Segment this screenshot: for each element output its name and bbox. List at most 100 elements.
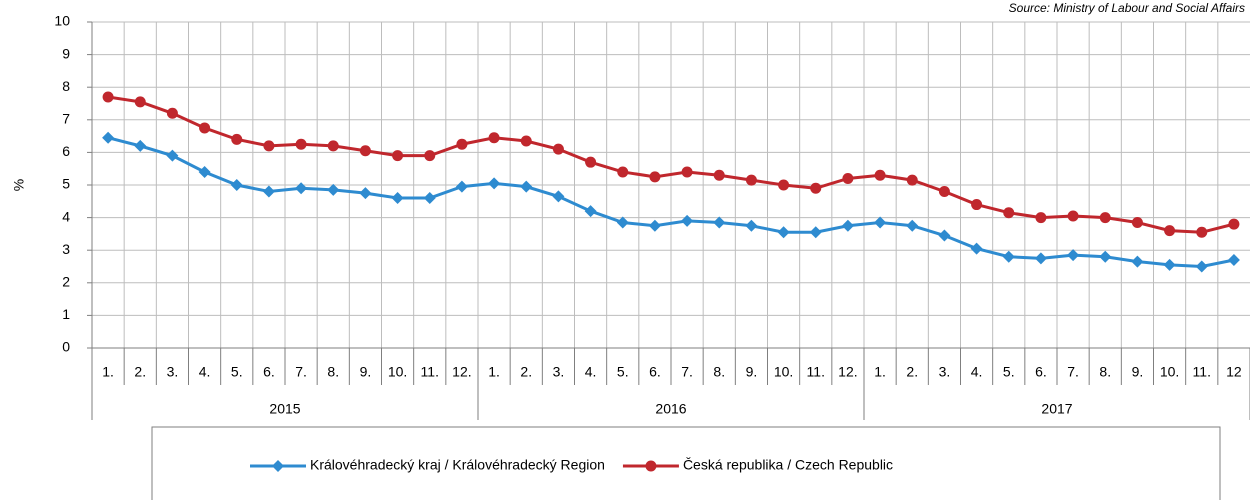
x-group-label: 2016: [655, 401, 686, 417]
marker: [166, 107, 178, 119]
x-tick-label: 2.: [906, 364, 918, 380]
x-tick-label: 8.: [1099, 364, 1111, 380]
marker: [455, 180, 468, 193]
marker: [327, 183, 340, 196]
marker: [585, 156, 597, 168]
x-tick-label: 3.: [167, 364, 179, 380]
x-tick-label: 5.: [231, 364, 243, 380]
marker: [391, 192, 404, 205]
x-tick-label: 1.: [102, 364, 114, 380]
x-tick-label: 5.: [1003, 364, 1015, 380]
y-tick-label: 8: [62, 78, 70, 94]
marker: [1228, 218, 1240, 230]
marker: [938, 186, 950, 198]
marker: [231, 133, 243, 145]
x-tick-label: 12.: [452, 364, 471, 380]
marker: [488, 177, 501, 190]
marker: [424, 150, 436, 162]
x-tick-label: 2.: [134, 364, 146, 380]
x-tick-label: 2.: [520, 364, 532, 380]
marker: [520, 135, 532, 147]
marker: [1196, 226, 1208, 238]
marker: [713, 169, 725, 181]
marker: [617, 166, 629, 178]
x-tick-label: 1.: [874, 364, 886, 380]
x-tick-label: 3.: [939, 364, 951, 380]
marker: [520, 180, 533, 193]
x-tick-label: 5.: [617, 364, 629, 380]
marker: [681, 166, 693, 178]
x-tick-label: 9.: [360, 364, 372, 380]
marker: [809, 226, 822, 239]
y-tick-label: 1: [62, 306, 70, 322]
x-tick-label: 4.: [971, 364, 983, 380]
marker: [584, 205, 597, 218]
marker: [938, 229, 951, 242]
marker: [645, 460, 657, 472]
marker: [1195, 260, 1208, 273]
marker: [970, 242, 983, 255]
marker: [648, 219, 661, 232]
marker: [359, 145, 371, 157]
marker: [327, 140, 339, 152]
source: Source: Ministry of Labour and Social Af…: [1009, 1, 1245, 15]
y-tick-label: 7: [62, 111, 70, 127]
x-group-label: 2015: [269, 401, 300, 417]
marker: [198, 165, 211, 178]
x-tick-label: 9.: [746, 364, 758, 380]
x-tick-label: 10.: [774, 364, 793, 380]
x-tick-label: 7.: [295, 364, 307, 380]
x-tick-label: 1.: [488, 364, 500, 380]
marker: [841, 219, 854, 232]
marker: [552, 143, 564, 155]
marker: [1034, 252, 1047, 265]
marker: [1163, 258, 1176, 271]
marker: [745, 219, 758, 232]
marker: [1131, 216, 1143, 228]
x-tick-label: 7.: [681, 364, 693, 380]
marker: [906, 174, 918, 186]
marker: [263, 140, 275, 152]
x-tick-label: 11.: [807, 364, 825, 380]
x-tick-label: 6.: [263, 364, 275, 380]
x-group-label: 2017: [1041, 401, 1072, 417]
marker: [295, 182, 308, 195]
marker: [1002, 250, 1015, 263]
marker: [810, 182, 822, 194]
marker: [1003, 207, 1015, 219]
marker: [681, 214, 694, 227]
marker: [392, 150, 404, 162]
marker: [272, 460, 284, 472]
marker: [262, 185, 275, 198]
x-tick-label: 6.: [649, 364, 661, 380]
x-tick-label: 12: [1226, 364, 1242, 380]
marker: [134, 139, 147, 152]
marker: [423, 192, 436, 205]
marker: [906, 219, 919, 232]
marker: [971, 199, 983, 211]
y-tick-label: 10: [54, 13, 70, 29]
marker: [1164, 225, 1176, 237]
x-tick-label: 6.: [1035, 364, 1047, 380]
y-tick-label: 4: [62, 208, 70, 224]
x-tick-label: 12.: [838, 364, 857, 380]
marker: [874, 216, 887, 229]
marker: [1035, 212, 1047, 224]
y-tick-label: 5: [62, 176, 70, 192]
x-tick-label: 7.: [1067, 364, 1079, 380]
x-tick-label: 4.: [199, 364, 211, 380]
legend-label: Královéhradecký kraj / Královéhradecký R…: [310, 457, 605, 473]
y-axis-label: %: [11, 179, 27, 191]
marker: [1067, 210, 1079, 222]
marker: [102, 91, 114, 103]
marker: [230, 179, 243, 191]
marker: [166, 149, 179, 162]
marker: [874, 169, 886, 181]
marker: [488, 132, 500, 144]
marker: [1131, 255, 1144, 268]
x-tick-label: 8.: [713, 364, 725, 380]
marker: [1099, 250, 1112, 263]
marker: [1099, 212, 1111, 224]
y-tick-label: 2: [62, 274, 70, 290]
